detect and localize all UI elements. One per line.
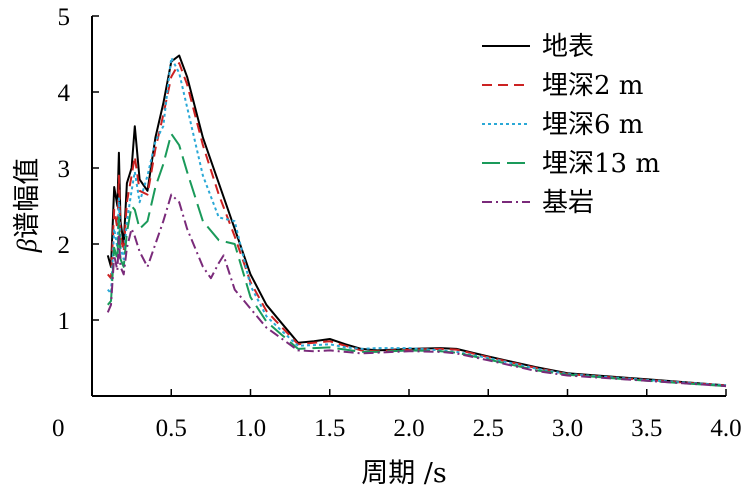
legend-label-2: 埋深2 m [542,71,643,101]
y-axis-title-text: 谱幅值 [12,158,43,239]
series-line-5 [106,193,727,388]
x-tick-label: 0.5 [156,415,187,442]
x-tick-label: 3.5 [631,415,662,442]
series-line-2 [107,62,727,387]
y-tick-label: 4 [58,80,71,107]
series-line-4 [107,132,727,388]
x-tick-label: 0 [52,415,65,442]
y-tick-label: 2 [58,232,71,259]
x-tick-label: 1.0 [235,415,266,442]
legend-label-5: 基岩 [542,188,594,218]
legend-label-1: 地表 [542,32,594,62]
x-tick-label: 2.0 [393,415,424,442]
y-tick-label: 1 [58,308,71,335]
x-tick-label: 3.0 [552,415,583,442]
series-layer [106,54,727,388]
y-axis-title: β谱幅值 [12,158,43,253]
legend-label-3: 埋深6 m [542,110,643,140]
series-line-1 [106,54,727,387]
y-axis-title-symbol: β [12,238,42,253]
y-ticks: 1 2 3 4 5 [58,4,99,335]
x-axis-title: 周期 /s [361,458,447,489]
legend-label-4: 埋深13 m [542,149,660,179]
y-tick-label: 3 [58,156,71,183]
x-tick-label: 1.5 [314,415,345,442]
x-tick-label: 4.0 [710,415,741,442]
series-line-3 [107,56,727,387]
y-tick-label: 5 [58,4,71,31]
x-tick-label: 2.5 [473,415,504,442]
x-ticks: 0 0.5 1.0 1.5 2.0 2.5 3.0 3.5 4.0 [52,389,742,442]
